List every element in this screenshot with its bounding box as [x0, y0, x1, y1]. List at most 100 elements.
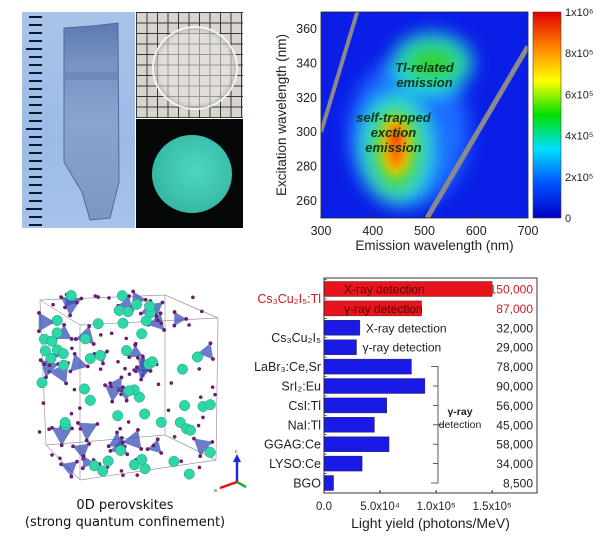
ruler-tick: [29, 40, 42, 42]
iodine-atom: [159, 451, 164, 455]
iodine-atom: [156, 382, 161, 387]
iodine-atom: [51, 302, 55, 307]
iodine-atom: [126, 420, 131, 424]
ruler-tick: [29, 72, 42, 74]
iodine-atom: [172, 323, 177, 328]
iodine-atom: [118, 426, 122, 431]
cesium-atom: [155, 416, 167, 428]
cesium-atom: [185, 424, 196, 436]
iodine-atom: [70, 426, 74, 431]
iodine-atom: [197, 367, 202, 371]
x-tick-label: 0.0: [316, 501, 332, 513]
iodine-atom: [159, 321, 163, 325]
wafer-luminescence-photo: [136, 119, 243, 228]
cesium-atom: [79, 333, 91, 345]
iodine-atom: [78, 406, 82, 410]
iodine-atom: [124, 336, 129, 341]
iodine-atom: [116, 359, 120, 364]
colorbar-tick-label: 6x10⁵: [565, 89, 593, 101]
cell-edge: [164, 294, 219, 319]
iodine-atom: [127, 294, 131, 299]
iodine-atom: [41, 401, 46, 405]
iodine-atom: [172, 310, 177, 314]
iodine-atom: [69, 474, 74, 479]
light-yield-bar-chart: 150,000 X-ray detection 87,000 γ-ray detect…: [254, 277, 538, 531]
bar-inner-label: γ-ray detection: [344, 302, 423, 316]
ruler-tick: [29, 120, 42, 122]
cesium-atom: [204, 399, 216, 411]
cesium-atom: [123, 385, 135, 397]
iodine-atom: [191, 295, 195, 300]
value-label: 58,000: [496, 438, 533, 452]
iodine-atom: [58, 456, 62, 461]
crystal-boule-photo: [22, 12, 135, 228]
crystal-wafer-photo: [136, 12, 243, 118]
cesium-atom: [179, 400, 190, 412]
ruler-tick: [29, 176, 42, 178]
category-label: GGAG:Ce: [264, 438, 321, 452]
annotation-self-trapped-exciton: emission: [365, 140, 421, 155]
colorbar-tick-label: 2x10⁵: [565, 172, 593, 184]
cu-i-tetrahedron: [174, 311, 187, 327]
iodine-atom: [166, 408, 171, 413]
iodine-atom: [119, 436, 124, 440]
iodine-atom: [145, 447, 150, 452]
iodine-atom: [75, 459, 79, 464]
blob-tl-green: [402, 43, 463, 84]
cesium-atom: [192, 351, 203, 363]
iodine-atom: [172, 434, 177, 439]
category-label: BGO: [293, 477, 321, 491]
ruler-tick: [26, 128, 42, 130]
ruler-tick: [29, 56, 42, 58]
iodine-atom: [155, 437, 160, 442]
ruler-tick: [29, 24, 42, 26]
cesium-atom: [65, 290, 77, 301]
crystal-structure-diagram: ca: [36, 289, 247, 494]
cu-i-tetrahedron: [128, 344, 144, 358]
value-label: 29,000: [496, 341, 533, 355]
cu-i-tetrahedron: [82, 455, 95, 469]
wafer-disc: [152, 26, 238, 110]
x-tick-label: 5.0x10⁴: [360, 501, 400, 513]
cesium-atom: [136, 454, 148, 465]
colorbar-tick-label: 8x10⁵: [565, 48, 593, 60]
y-tick-label: 300: [296, 125, 317, 139]
iodine-atom: [81, 454, 86, 458]
cesium-atom: [102, 455, 114, 467]
iodine-atom: [85, 364, 90, 369]
iodine-atom: [179, 459, 184, 464]
iodine-atom: [198, 395, 203, 399]
category-label: LYSO:Ce: [269, 457, 321, 471]
iodine-atom: [74, 300, 79, 305]
iodine-atom: [73, 337, 78, 341]
iodine-atom: [105, 349, 109, 354]
ruler-tick: [29, 200, 42, 202]
iodine-atom: [115, 430, 119, 435]
iodine-atom: [138, 311, 143, 316]
bar: [323, 339, 357, 355]
cesium-atom: [46, 335, 58, 347]
iodine-atom: [50, 425, 54, 430]
glowing-disc: [152, 135, 232, 213]
cell-edge: [215, 317, 219, 461]
cesium-atom: [84, 353, 96, 364]
annotation-tl-related: Tl-related: [395, 60, 455, 75]
a-axis-label: a: [214, 488, 217, 494]
iodine-atom: [124, 398, 129, 403]
iodine-atom: [59, 443, 64, 448]
cu-i-tetrahedron: [122, 429, 142, 450]
x-tick-label: 600: [466, 224, 487, 238]
iodine-atom: [71, 444, 75, 449]
iodine-atom: [50, 453, 54, 457]
iodine-atom: [68, 313, 72, 318]
ruler-tick: [26, 208, 42, 210]
iodine-atom: [135, 473, 140, 477]
iodine-atom: [119, 392, 123, 397]
iodine-atom: [127, 355, 132, 360]
ruler-tick: [29, 152, 42, 154]
iodine-atom: [80, 466, 85, 471]
iodine-atom: [101, 361, 105, 366]
y-tick-label: 360: [296, 22, 317, 36]
group-label: Cs₃Cu₂I₅:Tl: [257, 292, 321, 306]
